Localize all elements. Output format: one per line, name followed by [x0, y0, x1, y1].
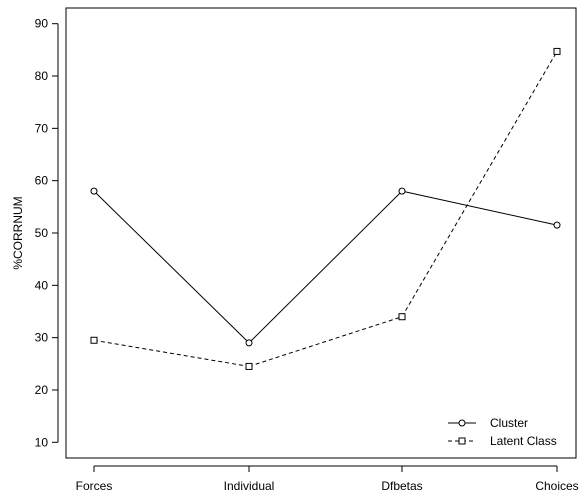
y-tick-label: 60 [35, 174, 49, 188]
y-tick-label: 70 [35, 121, 49, 135]
data-point-circle [553, 221, 561, 229]
data-point-square [553, 47, 561, 55]
series-line-segment [401, 190, 558, 226]
plot-frame [65, 7, 577, 459]
data-point-square [245, 362, 253, 370]
legend-label: Latent Class [490, 434, 557, 448]
y-tick-label: 20 [35, 383, 49, 397]
data-point-circle [90, 187, 98, 195]
y-tick-label: 10 [35, 435, 49, 449]
legend-marker-circle [458, 419, 466, 427]
y-axis: 10 20 30 40 50 60 70 80 90 [35, 17, 59, 449]
x-tick-label: Individual [224, 479, 275, 493]
x-tick-label: Dfbetas [381, 479, 422, 493]
y-tick-label: 80 [35, 69, 49, 83]
series-line-segment [248, 316, 403, 367]
y-tick-label: 30 [35, 331, 49, 345]
series-line-segment [248, 190, 403, 344]
data-point-circle [245, 339, 253, 347]
series-line-segment [93, 339, 250, 367]
x-axis: Forces Individual Dfbetas Choices [76, 465, 579, 493]
legend-item: Latent Class [448, 434, 557, 448]
y-tick-label: 50 [35, 226, 49, 240]
series-line-segment [401, 51, 558, 317]
series-latent-class [90, 47, 561, 370]
data-point-circle [398, 187, 406, 195]
series-layer [90, 47, 561, 370]
data-point-square [90, 336, 98, 344]
y-axis-label: %CORRNUM [11, 196, 25, 269]
series-cluster [90, 187, 561, 347]
legend-marker-square [458, 437, 466, 445]
x-tick-label: Forces [76, 479, 113, 493]
series-line-segment [93, 190, 250, 344]
legend-label: Cluster [490, 416, 528, 430]
legend-item: Cluster [448, 416, 528, 430]
y-tick-label: 40 [35, 278, 49, 292]
y-tick-label: 90 [35, 17, 49, 31]
x-tick-label: Choices [535, 479, 578, 493]
legend: Cluster Latent Class [448, 416, 557, 448]
data-point-square [398, 313, 406, 321]
